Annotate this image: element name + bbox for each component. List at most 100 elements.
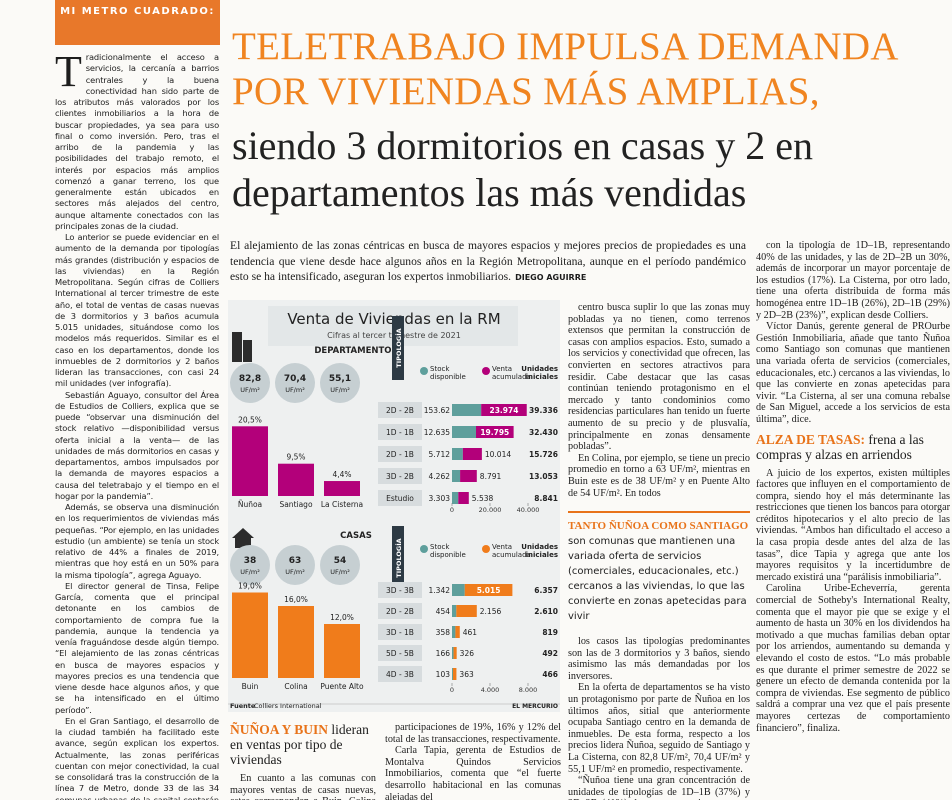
total-label: 39.336	[529, 406, 558, 415]
typology-tag	[392, 316, 404, 380]
row-label-bg	[378, 624, 422, 640]
price-label: 82,8	[239, 374, 261, 384]
venta-label: 326	[460, 649, 475, 658]
pull-quote: TANTO ÑUÑOA COMO SANTIAGO son comunas qu…	[568, 511, 750, 624]
row-label: 4D - 3B	[386, 670, 414, 679]
venta-label: 23.974	[489, 406, 518, 415]
right-column: con la tipología de 1D–1B, representando…	[756, 240, 950, 800]
stock-label: 103	[436, 670, 451, 679]
total-label: 819	[542, 628, 558, 637]
paragraph: En la oferta de departamentos se ha vist…	[568, 682, 750, 775]
venta-bar	[464, 584, 513, 596]
venta-label: 363	[459, 670, 474, 679]
source-label: Fuente	[230, 702, 256, 710]
price-label: 54	[334, 556, 347, 566]
pull-quote-text: son comunas que mantienen una variada of…	[568, 536, 747, 623]
total-label: 32.430	[529, 428, 558, 437]
price-label: 70,4	[284, 374, 306, 384]
lead-text: El alejamiento de las zonas céntricas en…	[230, 239, 746, 284]
building-icon	[232, 332, 252, 362]
typology-tag	[392, 526, 404, 590]
share-category: Buin	[242, 682, 259, 691]
venta-bar	[453, 647, 457, 659]
price-label: 38	[244, 556, 257, 566]
share-label: 16,0%	[284, 595, 308, 604]
section-label: DEPARTAMENTOS	[314, 346, 397, 356]
legend-swatch	[420, 545, 428, 553]
row-label-bg	[378, 446, 422, 462]
subhead-bold: ÑUÑOA Y BUIN	[230, 722, 329, 737]
row-label: 1D - 1B	[386, 428, 414, 437]
legend-label: Unidades	[521, 543, 558, 551]
legend-label: disponible	[430, 373, 466, 381]
venta-label: 5.538	[472, 494, 494, 503]
paragraph: participaciones de 19%, 16% y 12% del to…	[385, 722, 561, 745]
total-label: 15.726	[529, 450, 558, 459]
paragraph: En cuanto a las comunas con mayores vent…	[230, 773, 376, 800]
share-bar	[324, 481, 360, 496]
legend-label: disponible	[430, 551, 466, 559]
paragraph: Carla Tapia, gerenta de Estudios de Mont…	[385, 745, 561, 800]
price-unit: UF/m²	[240, 568, 260, 576]
legend-label: acumulada	[492, 551, 531, 559]
paragraph: Carolina Uribe-Echeverría, gerenta comer…	[756, 583, 950, 734]
share-bar	[324, 624, 360, 678]
paragraph: Además, se observa una disminución en lo…	[55, 502, 219, 580]
x-tick-label: 8.000	[519, 686, 538, 694]
legend-label: Venta	[492, 365, 512, 373]
legend-label: acumulada	[492, 373, 531, 381]
x-tick-label: 20.000	[479, 506, 502, 514]
price-badge	[230, 363, 270, 403]
paragraph: los casos las tipologías predominantes s…	[568, 636, 750, 682]
total-label: 6.357	[534, 586, 558, 595]
infographic: Venta de Viviendas en la RM Cifras al te…	[228, 300, 560, 712]
legend-label: Venta	[492, 543, 512, 551]
legend-label: Unidades	[521, 365, 558, 373]
legend-label: iniciales	[526, 551, 558, 559]
row-label-bg	[378, 666, 422, 682]
paragraph: “Ñuñoa tiene una gran concentración de u…	[568, 775, 750, 800]
paragraph: A juicio de los expertos, existen múltip…	[756, 467, 950, 583]
price-unit: UF/m²	[330, 386, 350, 394]
subhead: ALZA DE TASAS: frena a las compras y alz…	[756, 432, 950, 462]
share-category: Santiago	[279, 500, 312, 509]
subhead-rest: frena a las compras y alzas en arriendos	[756, 431, 924, 462]
paragraph: En Colina, por ejemplo, se tiene un prec…	[568, 452, 750, 499]
total-label: 2.610	[534, 607, 558, 616]
stock-bar	[452, 626, 456, 638]
row-label: 5D - 5B	[386, 649, 414, 658]
share-category: Ñuñoa	[238, 500, 262, 509]
paragraph: En el Gran Santiago, el desarrollo de la…	[55, 715, 219, 800]
paragraph: centro busca suplir lo que las zonas muy…	[568, 302, 750, 453]
venta-label: 19.795	[480, 428, 509, 437]
stock-label: 4.262	[429, 472, 451, 481]
paragraph: Lo anterior se puede evidenciar en el au…	[55, 232, 219, 389]
venta-bar	[452, 668, 457, 680]
share-bar	[278, 463, 314, 496]
share-bar	[232, 426, 268, 496]
total-label: 13.053	[529, 472, 558, 481]
price-unit: UF/m²	[285, 568, 305, 576]
price-label: 55,1	[329, 374, 351, 384]
share-label: 20,5%	[238, 415, 262, 424]
bottom-col-1: ÑUÑOA Y BUIN lideran en ventas por tipo …	[230, 722, 376, 800]
venta-bar	[455, 626, 460, 638]
stock-label: 12.635	[424, 428, 450, 437]
pull-quote-bold: TANTO ÑUÑOA COMO SANTIAGO	[568, 520, 749, 533]
venta-bar	[456, 605, 477, 617]
typology-label: TIPOLOGÍA	[394, 538, 403, 577]
stock-label: 153.62	[424, 406, 450, 415]
x-tick-label: 0	[450, 506, 454, 514]
total-label: 8.841	[534, 494, 558, 503]
stock-label: 5.712	[429, 450, 451, 459]
x-tick-label: 4.000	[481, 686, 500, 694]
stock-bar	[452, 404, 482, 416]
row-label: 3D - 2B	[386, 472, 414, 481]
price-label: 63	[289, 556, 302, 566]
paragraph: Sebastián Aguayo, consultor del Área de …	[55, 389, 219, 501]
paragraph: con la tipología de 1D–1B, representando…	[756, 240, 950, 321]
row-label: 3D - 1B	[386, 628, 414, 637]
lead: El alejamiento de las zonas céntricas en…	[230, 238, 746, 288]
